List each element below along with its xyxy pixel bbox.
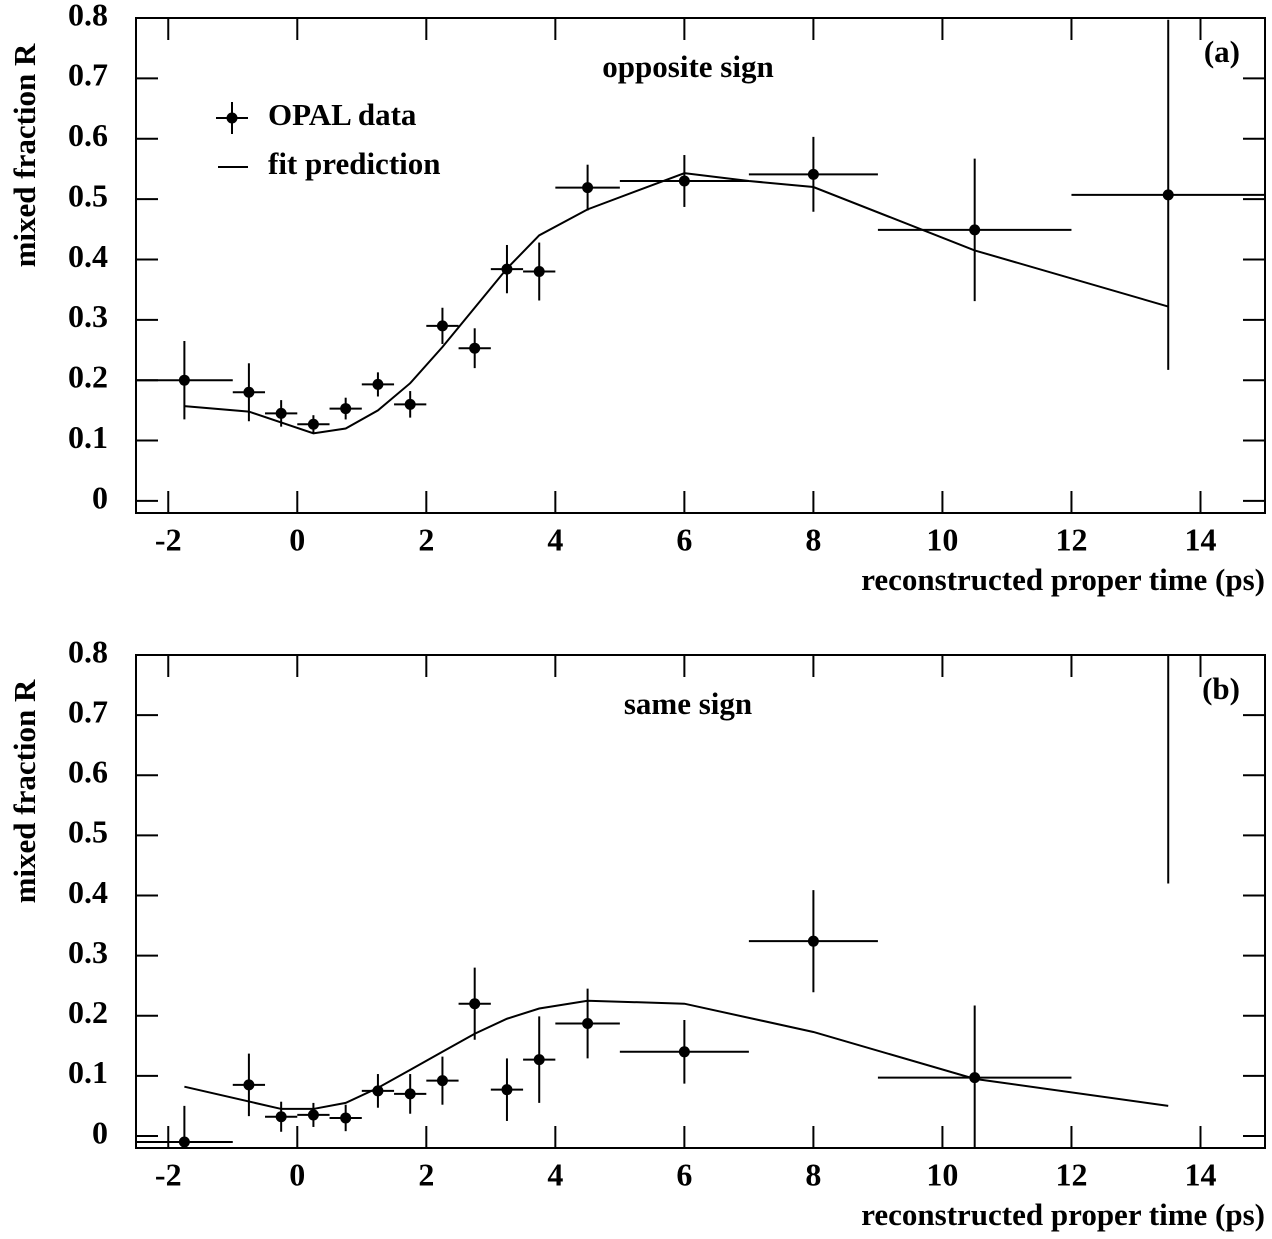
data-point [1163,529,1174,540]
data-point [243,1079,255,1091]
data-point [404,398,416,410]
x-tick-label: 4 [547,1156,563,1192]
y-tick-label: 0.4 [68,238,108,274]
x-tick-label: 6 [676,1156,692,1192]
data-point [533,266,545,278]
data-point [1162,189,1174,201]
data-point [275,1111,287,1123]
data-point [275,407,287,419]
data-point [436,1075,448,1087]
x-axis-label: reconstructed proper time (ps) [861,562,1265,597]
panel: 0 0.1 0.2 0.3 0.4 0.5 0.6 0.7 0.8 -2 0 2 4 6 8 10 12 14 re… [7,0,1266,597]
y-tick-label: 0 [92,1114,108,1150]
fit-line [184,999,1169,1110]
y-axis-label: mixed fraction R [7,679,42,903]
y-tick-label: 0.5 [68,177,108,213]
x-tick-label: 6 [676,521,692,557]
y-tick-label: 0.4 [68,874,108,910]
annotation: opposite sign [602,49,773,84]
y-tick-label: 0.1 [68,419,108,455]
y-tick-label: 0.2 [68,359,108,395]
annotation: same sign [624,686,752,721]
x-tick-label: -2 [155,1156,182,1192]
data-point [307,418,319,430]
x-tick-label: 2 [418,1156,434,1192]
data-point [969,224,981,236]
x-tick-label: 4 [547,521,563,557]
data-point [340,1112,352,1124]
y-tick-label: 0.8 [68,0,108,32]
data-point [307,1109,319,1121]
data-point [582,182,594,194]
frame [135,17,1266,514]
legend-marker [226,112,238,124]
data-point [469,998,481,1010]
data-point [340,403,352,415]
y-tick-label: 0.7 [68,57,108,93]
frame [135,654,1266,1149]
x-tick-label: 10 [926,1156,958,1192]
data-point [807,168,819,180]
data-point [178,1136,190,1148]
y-tick-label: 0.6 [68,754,108,790]
x-axis-label: reconstructed proper time (ps) [861,1197,1265,1232]
x-tick-label: 8 [805,521,821,557]
fit-line [184,172,1169,435]
y-tick-label: 0.5 [68,814,108,850]
y-tick-label: 0.3 [68,934,108,970]
x-tick-label: 12 [1055,1156,1087,1192]
panel-label: (b) [1202,671,1240,706]
y-tick-label: 0.3 [68,298,108,334]
data-point [243,386,255,398]
x-tick-label: 2 [418,521,434,557]
legend-label: fit prediction [268,146,441,181]
data-point [533,1054,545,1066]
data-point [178,374,190,386]
data-point [807,935,819,947]
x-tick-label: -2 [155,521,182,557]
legend-label: OPAL data [268,97,417,132]
y-axis-label: mixed fraction R [7,43,42,267]
plot-area [136,529,1174,1148]
data-point [404,1088,416,1100]
x-tick-label: 0 [289,521,305,557]
y-tick-label: 0.8 [68,633,108,669]
y-tick-label: 0.1 [68,1054,108,1090]
data-point [678,1046,690,1058]
x-tick-label: 8 [805,1156,821,1192]
data-point [678,175,690,187]
plot-area [136,19,1265,435]
data-point [372,378,384,390]
x-tick-label: 10 [926,521,958,557]
x-tick-label: 12 [1055,521,1087,557]
data-point [436,320,448,332]
y-tick-label: 0.6 [68,117,108,153]
x-tick-label: 14 [1184,1156,1216,1192]
data-point [501,1084,513,1096]
y-tick-label: 0.7 [68,693,108,729]
x-tick-label: 14 [1184,521,1216,557]
data-point [969,1072,981,1084]
x-tick-label: 0 [289,1156,305,1192]
y-tick-label: 0.2 [68,994,108,1030]
data-point [469,342,481,354]
panel-label: (a) [1204,34,1240,69]
data-point [582,1018,594,1030]
y-tick-label: 0 [92,479,108,515]
panel: 0 0.1 0.2 0.3 0.4 0.5 0.6 0.7 0.8 -2 0 2 4 6 8 10 12 14 re… [7,529,1266,1232]
